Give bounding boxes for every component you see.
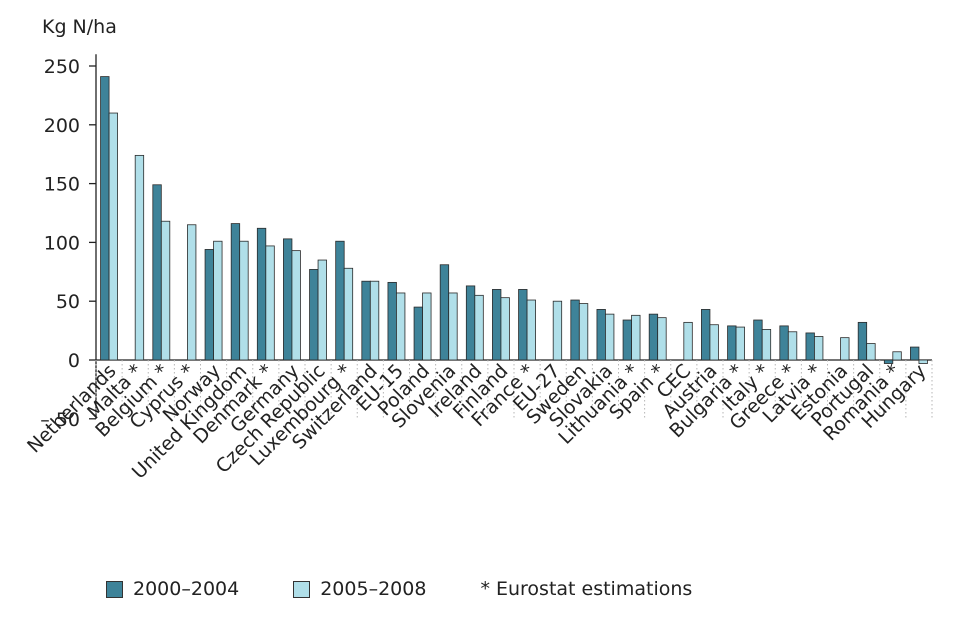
y-tick-label: 250 xyxy=(44,56,80,78)
bar-eu-15-2000-2004 xyxy=(387,281,397,361)
y-tick-label: 0 xyxy=(68,350,80,372)
bar-netherlands-2000-2004 xyxy=(100,76,110,361)
bar-france-2000-2004 xyxy=(518,289,528,361)
legend-item-2005-2008: 2005–2008 xyxy=(293,578,426,600)
bar-latvia-2005-2008 xyxy=(814,336,824,361)
bar-bulgaria-2000-2004 xyxy=(727,325,737,361)
bar-bulgaria-2005-2008 xyxy=(735,326,745,361)
eurostat-footnote: * Eurostat estimations xyxy=(480,578,693,600)
bar-slovenia-2000-2004 xyxy=(439,264,450,361)
bar-norway-2000-2004 xyxy=(204,249,214,361)
legend: 2000–2004 2005–2008 * Eurostat estimatio… xyxy=(106,576,692,602)
bar-czech-republic-2005-2008 xyxy=(317,259,327,361)
bar-poland-2000-2004 xyxy=(413,306,423,361)
bar-denmark-2005-2008 xyxy=(265,245,275,361)
bar-sweden-2000-2004 xyxy=(570,299,580,361)
bar-portugal-2005-2008 xyxy=(866,343,876,361)
y-axis-label: Kg N/ha xyxy=(42,16,117,38)
bar-estonia-2005-2008 xyxy=(840,337,850,361)
bar-ireland-2005-2008 xyxy=(474,294,484,361)
bar-malta-2005-2008 xyxy=(134,154,145,361)
bar-italy-2000-2004 xyxy=(753,319,763,361)
legend-label-2000-2004: 2000–2004 xyxy=(133,578,240,600)
bar-austria-2000-2004 xyxy=(701,309,711,361)
bar-spain-2000-2004 xyxy=(648,313,659,361)
bar-italy-2005-2008 xyxy=(761,329,772,361)
bar-germany-2000-2004 xyxy=(283,238,293,361)
bar-czech-republic-2000-2004 xyxy=(309,269,319,361)
y-tick-label: 50 xyxy=(56,291,80,313)
bar-belgium-2005-2008 xyxy=(160,220,171,361)
bar-romania-2005-2008 xyxy=(892,351,902,361)
bar-switzerland-2000-2004 xyxy=(361,280,371,361)
y-tick-label: – 50 xyxy=(40,409,80,431)
y-tick-label: 200 xyxy=(44,115,80,137)
bar-lithuania-2000-2004 xyxy=(622,319,632,361)
bar-eu-15-2005-2008 xyxy=(396,292,406,361)
bar-romania-2000-2004 xyxy=(883,359,894,364)
bar-spain-2005-2008 xyxy=(657,317,667,361)
bar-hungary-2000-2004 xyxy=(910,346,920,361)
legend-label-2005-2008: 2005–2008 xyxy=(320,578,427,600)
bar-slovakia-2000-2004 xyxy=(596,309,606,361)
bar-lithuania-2005-2008 xyxy=(631,314,641,361)
bar-portugal-2000-2004 xyxy=(857,321,868,361)
bar-luxembourg-2005-2008 xyxy=(343,267,354,361)
bar-eu-27-2005-2008 xyxy=(552,300,563,361)
bar-ireland-2000-2004 xyxy=(465,285,476,361)
bar-denmark-2000-2004 xyxy=(256,227,267,361)
bar-switzerland-2005-2008 xyxy=(369,280,380,361)
bar-slovenia-2005-2008 xyxy=(448,292,458,361)
bar-luxembourg-2000-2004 xyxy=(335,240,345,361)
bar-austria-2005-2008 xyxy=(709,324,719,361)
bar-sweden-2005-2008 xyxy=(578,303,589,361)
bar-belgium-2000-2004 xyxy=(152,184,162,361)
bar-finland-2005-2008 xyxy=(500,297,510,361)
bar-norway-2005-2008 xyxy=(213,240,223,361)
bar-slovakia-2005-2008 xyxy=(605,313,615,361)
bar-germany-2005-2008 xyxy=(291,250,301,361)
bar-greece-2005-2008 xyxy=(787,331,798,361)
legend-item-2000-2004: 2000–2004 xyxy=(106,578,239,600)
bar-latvia-2000-2004 xyxy=(805,332,815,361)
bar-hungary-2005-2008 xyxy=(918,359,928,364)
bar-france-2005-2008 xyxy=(526,299,536,361)
bar-finland-2000-2004 xyxy=(492,289,502,361)
bar-united-kingdom-2000-2004 xyxy=(230,223,241,361)
y-tick-label: 100 xyxy=(44,232,80,254)
legend-swatch-2005-2008 xyxy=(293,580,311,598)
y-tick-label: 150 xyxy=(44,174,80,196)
bar-cyprus-2005-2008 xyxy=(187,224,197,361)
legend-swatch-2000-2004 xyxy=(106,580,123,598)
bar-netherlands-2005-2008 xyxy=(108,112,118,361)
bar-united-kingdom-2005-2008 xyxy=(239,240,249,361)
bar-cec-2005-2008 xyxy=(683,321,693,361)
bar-greece-2000-2004 xyxy=(779,325,789,361)
bar-poland-2005-2008 xyxy=(422,292,432,361)
